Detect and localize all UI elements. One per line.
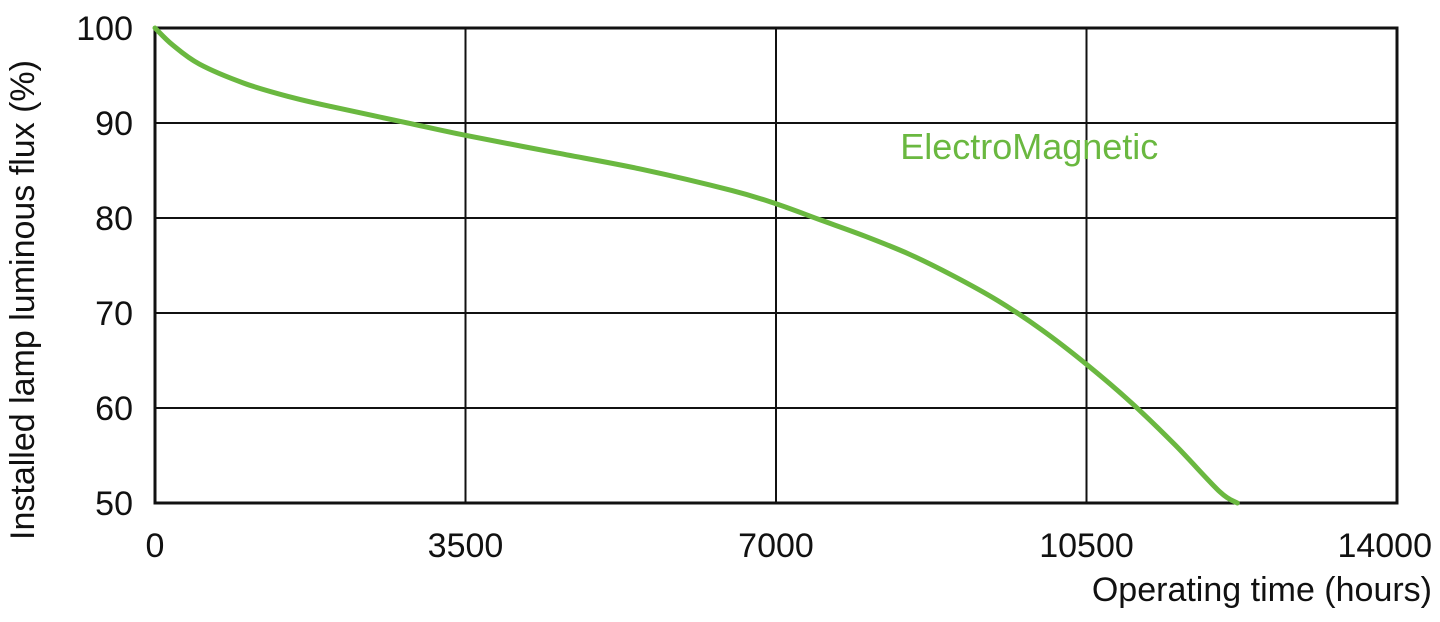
series-layer: ElectroMagnetic <box>152 25 1240 506</box>
series-label-electromagnetic: ElectroMagnetic <box>900 126 1158 167</box>
y-tick-label: 90 <box>95 105 133 143</box>
y-axis-label: Installed lamp luminous flux (%) <box>4 60 42 540</box>
tick-labels: 50 60 70 80 90 100 0 3500 7000 10500 14000 <box>76 10 1432 565</box>
y-tick-label: 70 <box>95 295 133 333</box>
y-tick-label: 60 <box>95 390 133 428</box>
x-tick-label: 10500 <box>1039 527 1134 565</box>
x-axis-label: Operating time (hours) <box>1092 571 1432 609</box>
y-tick-label: 80 <box>95 200 133 238</box>
grid-lines <box>154 27 1398 504</box>
y-tick-label: 100 <box>76 10 133 48</box>
x-tick-label: 7000 <box>738 527 814 565</box>
x-tick-label: 14000 <box>1337 527 1432 565</box>
series-line-electromagnetic <box>152 25 1240 506</box>
x-tick-label: 3500 <box>428 527 504 565</box>
x-tick-label: 0 <box>146 527 165 565</box>
y-tick-label: 50 <box>95 485 133 523</box>
plot-frame <box>153 26 1399 505</box>
